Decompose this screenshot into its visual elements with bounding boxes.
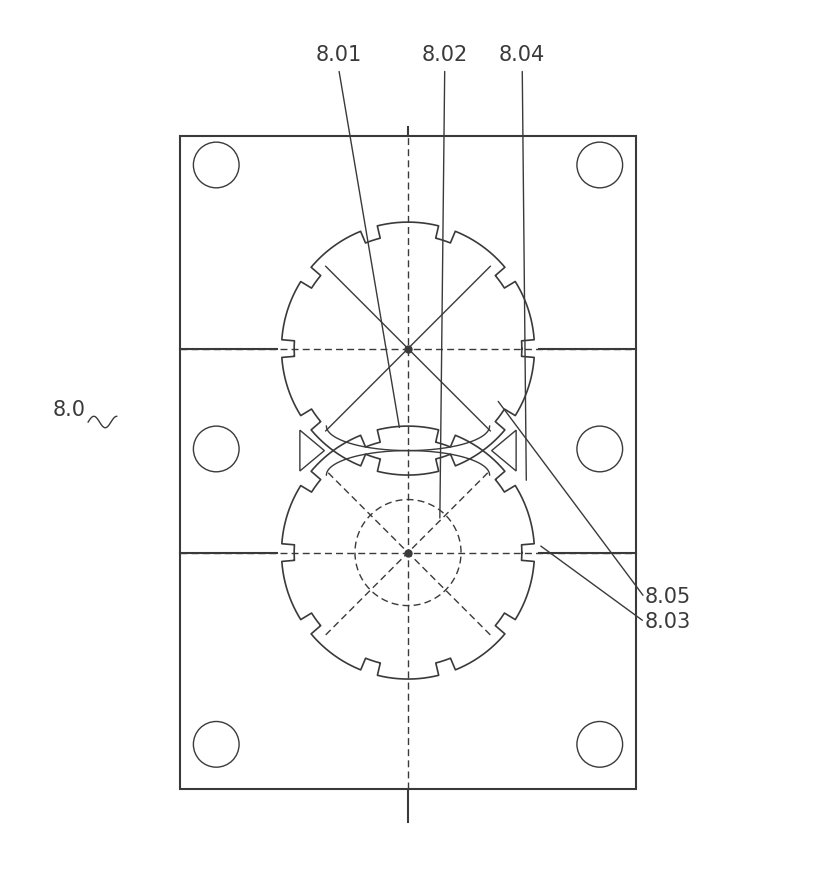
Text: 8.01: 8.01	[316, 45, 361, 64]
Text: 8.0: 8.0	[53, 400, 86, 420]
Text: 8.03: 8.03	[645, 612, 691, 632]
Text: 8.05: 8.05	[645, 588, 691, 607]
Text: 8.04: 8.04	[499, 45, 545, 64]
Text: 8.02: 8.02	[422, 45, 468, 64]
Bar	[180, 137, 636, 789]
